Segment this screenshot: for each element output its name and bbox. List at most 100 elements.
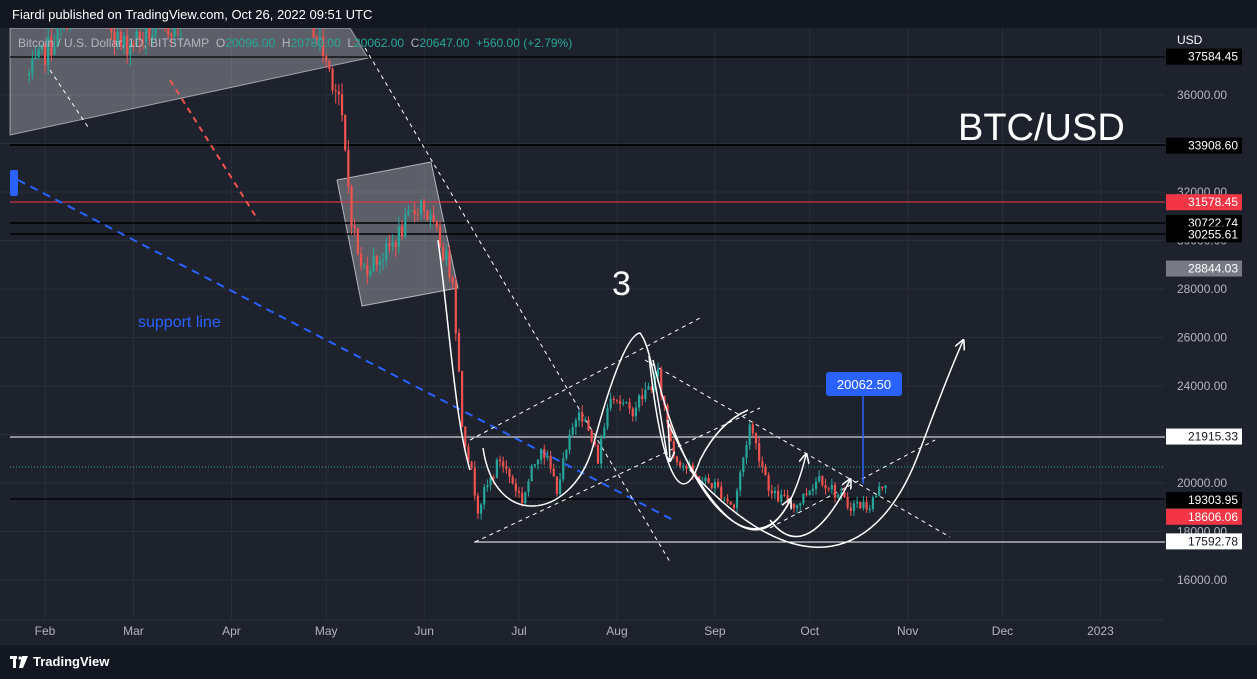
candle-body [369, 271, 372, 275]
candle-body [382, 259, 385, 261]
candle-body [802, 493, 805, 504]
price-level-value: 19303.95 [1188, 493, 1238, 507]
candle-body [442, 246, 445, 260]
candle-body [122, 36, 126, 47]
candle-body [603, 427, 606, 439]
candle-body [609, 398, 612, 409]
candle-body [814, 481, 818, 489]
candle-body [631, 408, 634, 417]
candle-body [479, 504, 483, 514]
candle-body [878, 486, 881, 496]
low-label: L [347, 36, 355, 50]
candle-body [837, 494, 840, 498]
candle-body [457, 333, 461, 372]
price-level-value: 18606.06 [1188, 510, 1238, 524]
candle-body [729, 501, 732, 505]
candle-body [464, 426, 467, 447]
candle-body [483, 487, 486, 505]
candle-body [650, 386, 653, 390]
candle-body [145, 28, 148, 42]
publisher-line: Fiardi published on TradingView.com, Oct… [12, 7, 373, 22]
candle-body [748, 424, 751, 445]
candle-body [716, 481, 720, 487]
candle-body [495, 459, 498, 478]
candle-body [28, 73, 31, 76]
price-chart[interactable]: 20062.50 BTC/USD 3 support line USD 1600… [0, 28, 1257, 645]
candle-body [413, 210, 416, 214]
candle-body [868, 508, 871, 510]
candle-body [647, 386, 650, 390]
candle-body [628, 402, 631, 409]
x-tick-label: Jun [415, 624, 434, 638]
tradingview-brand[interactable]: TradingView [33, 654, 110, 669]
candle-body [486, 485, 489, 488]
price-level-tag [1166, 48, 1242, 65]
candle-body [590, 430, 593, 442]
candle-body [795, 505, 799, 509]
candle-body [723, 498, 726, 500]
candle-body [587, 419, 590, 431]
symbol-label: Bitcoin / U.S. Dollar, 1D, BITSTAMP [18, 36, 210, 50]
candle-body [328, 60, 331, 69]
price-level-tag [1166, 226, 1242, 243]
candle-body [865, 501, 868, 510]
candle-body [786, 495, 789, 503]
price-tag-box [826, 372, 902, 396]
candle-body [761, 461, 764, 467]
candle-body [312, 28, 315, 38]
candle-body [574, 420, 577, 428]
candle-body [502, 461, 505, 467]
price-level-value: 28844.03 [1188, 262, 1238, 276]
candle-body [363, 265, 366, 267]
candle-body [113, 31, 116, 46]
price-level-labels: 37584.4533908.6031578.4530722.7430255.61… [1166, 48, 1242, 550]
high-label: H [281, 36, 291, 50]
candle-body [565, 450, 568, 459]
grid-lines [0, 28, 1165, 620]
x-tick-label: Dec [992, 624, 1013, 638]
x-tick-label: Feb [35, 624, 56, 638]
candle-body [366, 265, 369, 275]
candle-body [344, 115, 347, 151]
candle-body [476, 495, 480, 514]
candle-body [732, 504, 735, 508]
candle-body [871, 497, 875, 509]
footer-bar: TradingView [0, 645, 1257, 679]
candle-body [141, 39, 145, 42]
x-tick-label: Jul [511, 624, 526, 638]
candle-body [404, 214, 407, 237]
x-tick-label: Sep [704, 624, 726, 638]
candle-body [634, 407, 638, 417]
candle-body [811, 488, 814, 491]
ohlc-legend: Bitcoin / U.S. Dollar, 1D, BITSTAMP O200… [18, 36, 572, 50]
change-value: +560.00 (+2.79%) [476, 36, 573, 50]
candle-body [445, 250, 448, 260]
price-level-value: 37584.45 [1188, 50, 1238, 64]
red-trend-line [169, 79, 259, 221]
candle-body [881, 486, 884, 489]
candle-body [508, 469, 511, 477]
candle-body [40, 44, 43, 50]
candle-body [356, 228, 359, 254]
tradingview-logo-icon [10, 656, 28, 668]
candle-body [833, 484, 837, 498]
time-scale[interactable] [0, 620, 1165, 645]
support-line-handle [10, 170, 18, 196]
high-value: 20780.00 [290, 36, 341, 50]
candle-body [429, 215, 432, 220]
open-value: 20096.00 [225, 36, 276, 50]
candle-body [110, 28, 113, 32]
candle-body [619, 400, 622, 404]
candle-body [524, 491, 527, 504]
x-tick-label: Oct [800, 624, 819, 638]
candle-body [69, 28, 72, 29]
candle-body [470, 461, 473, 468]
y-tick-label: 26000.00 [1177, 331, 1227, 345]
candle-body [546, 455, 549, 458]
candle-body [353, 226, 356, 229]
y-tick-label: 16000.00 [1177, 573, 1227, 587]
candle-body [612, 398, 615, 401]
candle-body [359, 253, 363, 267]
candle-body [454, 282, 457, 334]
candle-body [315, 37, 318, 40]
